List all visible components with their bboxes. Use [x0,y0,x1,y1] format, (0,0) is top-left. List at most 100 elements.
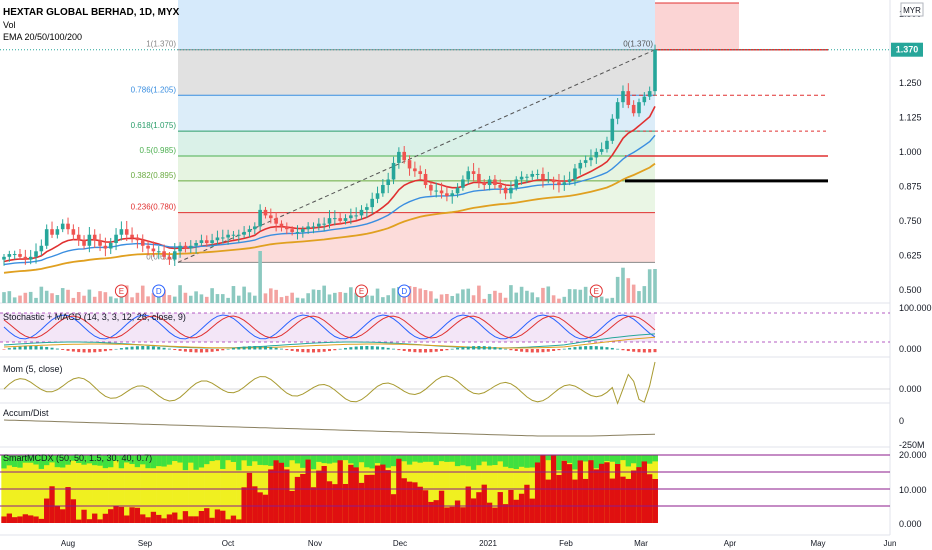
macd-histogram-bar [130,346,134,350]
candle-body [594,151,599,158]
fib-label: 0(0.600) [146,252,176,261]
candle-body [119,229,124,235]
volume-bar [263,293,268,303]
candle-body [28,256,33,260]
volume-bar [503,297,508,303]
smart-green-bar [353,455,360,471]
smart-red-bar [513,499,520,523]
volume-bar [247,292,252,303]
volume-bar [445,293,449,303]
currency-badge[interactable] [900,2,924,17]
candle-body [338,218,342,221]
volume-bar [135,292,140,303]
volume-bar [172,296,177,303]
candle-body [306,226,310,230]
smart-green-bar [572,455,578,470]
candle-body [551,179,556,183]
fib-label: 1(1.370) [146,40,176,49]
smart-green-bar [561,455,568,461]
smart-red-bar [614,463,621,523]
smart-green-bar [209,455,216,462]
stoch-d [3,315,656,339]
volume-bar [220,294,225,303]
volume-bar [130,297,134,303]
time-tick: Jun [884,539,897,548]
volume-bar [439,294,444,303]
fib-zone [178,180,655,213]
smart-red-bar [17,516,23,523]
macd-histogram-bar [274,347,278,350]
macd-signal [3,336,656,349]
candle-body [98,240,102,246]
candle-body [397,151,401,163]
candle-body [317,223,321,227]
volume-bar [44,290,49,303]
macd-histogram-bar [253,346,257,350]
smart-red-bar [28,515,34,523]
candle-body [146,245,150,249]
candle-body [546,179,551,181]
macd-histogram-bar [279,348,283,350]
smart-green-bar [33,455,39,465]
smart-green-bar [310,455,317,470]
macd-histogram-bar [162,347,166,350]
macd-histogram-bar [247,346,251,350]
smart-green-bar [86,455,93,464]
smart-red-bar [625,478,632,523]
candle-body [44,229,49,246]
mom-tick-0: 0.000 [899,384,922,394]
smart-green-bar [294,455,301,464]
smart-green-bar [614,455,621,469]
event-marker [114,284,128,298]
volume-bar [50,293,54,303]
macd-histogram-bar [301,349,305,353]
smart-red-bar [353,467,360,523]
time-tick: Apr [724,539,737,548]
candle-body [183,245,188,249]
smart-red-bar [214,509,221,523]
fib-label: 0.786(1.205) [131,85,177,94]
candle-body [124,229,129,235]
macd-histogram-bar [552,349,556,351]
macd-histogram-bar [562,348,566,350]
volume-bar [567,289,572,303]
pane-title-accum-dist: Accum/Dist [3,408,49,418]
smart-green-bar [177,455,184,463]
candle-body [156,251,161,253]
candle-body [487,179,492,186]
volume-bar [610,297,615,303]
smart-green-bar [433,455,440,466]
smart-green-bar [604,455,610,462]
smart-red-bar [102,513,109,523]
candle-body [418,171,423,174]
smart-tick-20: 20.000 [899,450,927,460]
macd-histogram-bar [344,347,348,350]
smart-red-bar [113,506,120,523]
price-tick: 1.000 [899,147,922,157]
fibonacci-layer: 1(1.370) 0.786(1.205) 0.618(1.075) 0.5(0.98… [0,0,890,263]
smart-green-bar [502,455,509,467]
smart-red-bar [12,517,18,523]
candle-body [204,240,209,244]
macd-histogram-bar [103,349,107,352]
candle-body [573,168,577,180]
volume-bar [386,295,390,303]
smart-red-bar [76,519,82,523]
candle-body [55,229,60,235]
volume-bar [295,297,300,303]
smart-red-bar [566,464,573,523]
macd-histogram-bar [29,346,33,350]
volume-bar [162,289,166,303]
volume-bar [258,251,262,303]
macd-histogram-bar [317,349,321,353]
fib-label: 0.382(0.895) [131,171,177,180]
volume-bar [2,292,6,303]
smart-green-bar [214,455,221,461]
candle-body [423,173,428,186]
smart-red-bar [284,469,290,523]
candle-body [285,226,289,230]
candle-body [461,179,465,188]
price-tick: 0.500 [899,285,922,295]
volume-bar [338,292,342,303]
